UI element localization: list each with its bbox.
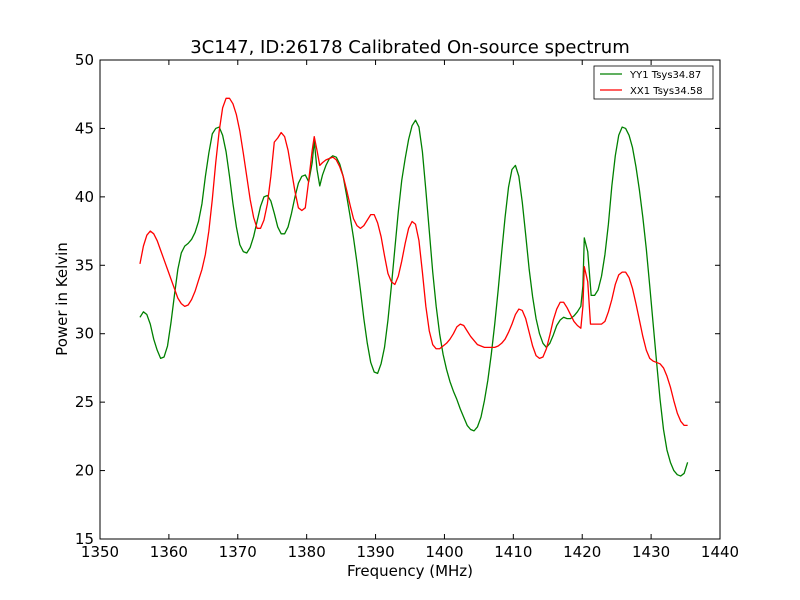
x-tick-label: 1430 — [632, 543, 670, 561]
x-tick-label: 1390 — [356, 543, 394, 561]
legend: YY1 Tsys34.87 XX1 Tsys34.58 — [593, 65, 714, 100]
x-axis: 1350 1360 1370 1380 1390 1400 1410 1420 1430 1440 — [81, 60, 739, 561]
legend-label-yy1: YY1 Tsys34.87 — [629, 70, 701, 81]
y-axis-label: Power in Kelvin — [53, 242, 71, 356]
plot-area-frame — [99, 59, 721, 540]
chart-title: 3C147, ID:26178 Calibrated On-source spe… — [190, 37, 630, 58]
x-tick-label: 1370 — [219, 543, 257, 561]
y-tick-label: 40 — [75, 188, 94, 206]
x-tick-label: 1380 — [288, 543, 326, 561]
series-group — [139, 97, 689, 477]
y-tick-label: 15 — [75, 530, 94, 548]
y-tick-label: 20 — [75, 462, 94, 480]
legend-label-xx1: XX1 Tsys34.58 — [630, 86, 703, 97]
y-tick-label: 30 — [75, 325, 94, 343]
x-tick-label: 1400 — [425, 543, 463, 561]
x-tick-label: 1410 — [494, 543, 532, 561]
series-line-0 — [139, 119, 689, 477]
y-tick-label: 35 — [75, 256, 94, 274]
x-axis-label: Frequency (MHz) — [347, 562, 473, 580]
y-tick-label: 45 — [75, 119, 94, 137]
x-tick-label: 1440 — [701, 543, 739, 561]
y-axis: 15 20 25 30 35 40 45 50 — [75, 51, 720, 548]
x-tick-label: 1360 — [150, 543, 188, 561]
y-tick-label: 25 — [75, 393, 94, 411]
legend-frame — [593, 65, 714, 100]
x-tick-label: 1350 — [81, 543, 119, 561]
x-tick-label: 1420 — [563, 543, 601, 561]
series-line-1 — [139, 97, 688, 427]
y-tick-label: 50 — [75, 51, 94, 69]
